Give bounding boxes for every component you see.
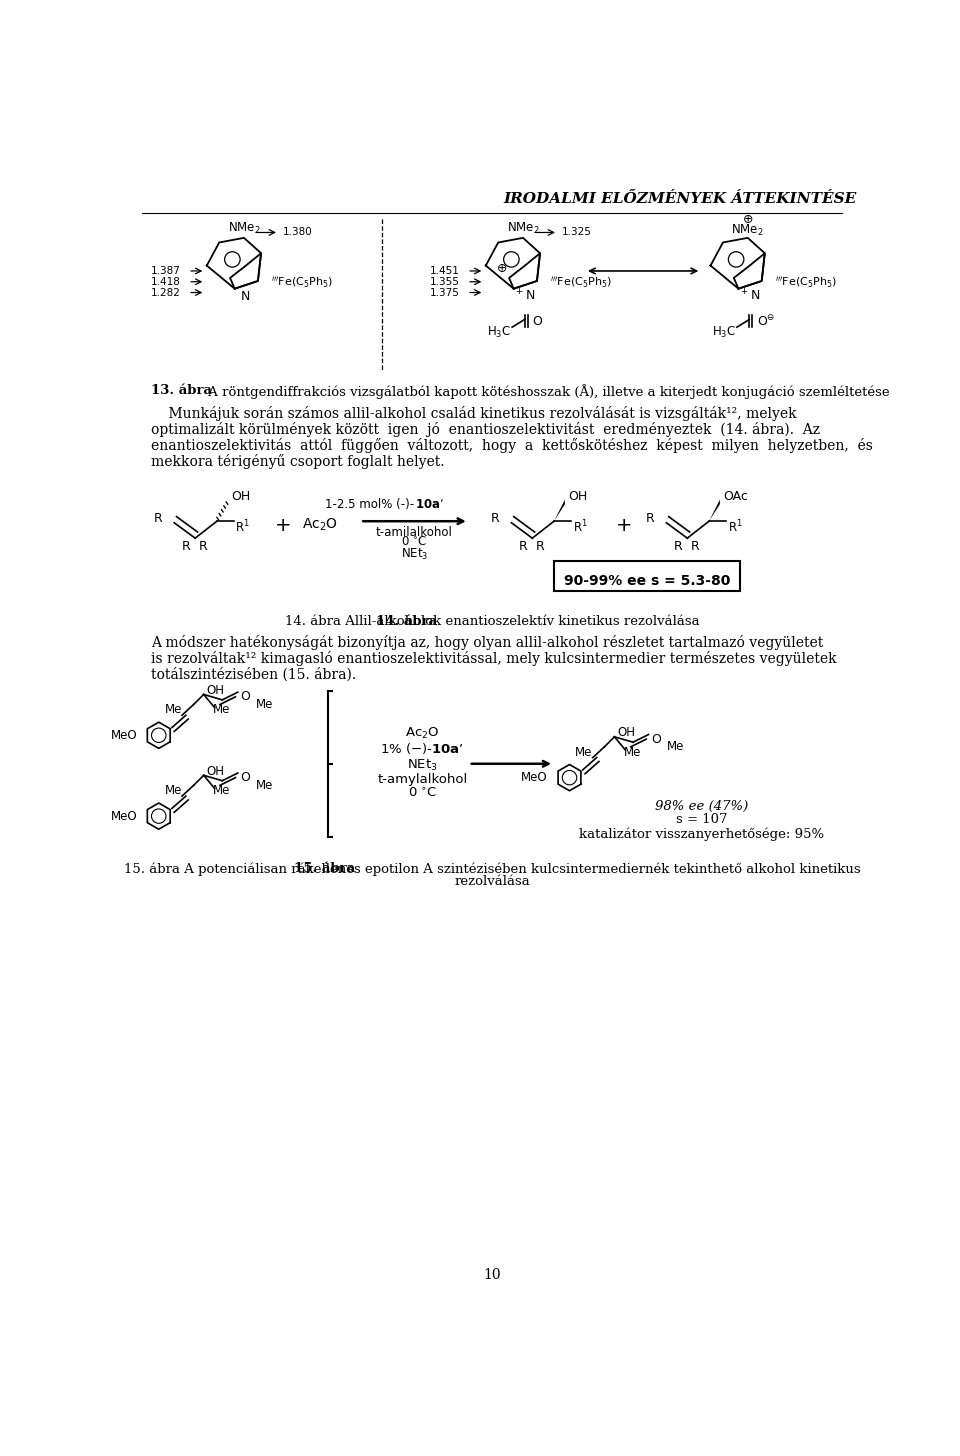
Text: O$^{\ominus}$: O$^{\ominus}$ xyxy=(757,313,776,329)
Text: rezolválása: rezolválása xyxy=(454,875,530,888)
Text: Munkájuk során számos allil-alkohol család kinetikus rezolválását is vizsgálták¹: Munkájuk során számos allil-alkohol csal… xyxy=(151,406,797,421)
Text: O: O xyxy=(651,732,660,745)
Text: N: N xyxy=(241,290,251,303)
Text: Me: Me xyxy=(213,703,230,716)
Text: $^+$N: $^+$N xyxy=(514,288,536,304)
Text: R: R xyxy=(518,540,527,553)
Text: MeO: MeO xyxy=(110,810,137,823)
Text: R$^1$: R$^1$ xyxy=(235,520,251,536)
Text: 15. ábra A potenciálisan rákellenes epotilon A szintézisében kulcsintermediernék: 15. ábra A potenciálisan rákellenes epot… xyxy=(124,862,860,877)
Text: +: + xyxy=(615,515,632,534)
Text: Me: Me xyxy=(164,785,182,798)
Text: 1.282: 1.282 xyxy=(151,287,180,297)
Text: OH: OH xyxy=(206,764,225,778)
Text: 13. ábra: 13. ábra xyxy=(151,384,212,397)
Text: 10: 10 xyxy=(483,1268,501,1281)
Text: 1.451: 1.451 xyxy=(430,266,460,277)
Text: 0 $^{\circ}$C: 0 $^{\circ}$C xyxy=(407,786,437,799)
Text: 90-99% ee s = 5.3-80: 90-99% ee s = 5.3-80 xyxy=(564,574,731,588)
Text: Ac$_2$O: Ac$_2$O xyxy=(405,725,440,741)
Text: MeO: MeO xyxy=(521,772,548,785)
Text: R: R xyxy=(536,540,544,553)
Text: Me: Me xyxy=(255,779,273,792)
Polygon shape xyxy=(709,499,720,521)
Text: R: R xyxy=(491,511,500,524)
Text: katalizátor visszanyerhetősége: 95%: katalizátor visszanyerhetősége: 95% xyxy=(579,827,824,840)
Text: IRODALMI ELŐZMÉNYEK ÁTTEKINTÉSE: IRODALMI ELŐZMÉNYEK ÁTTEKINTÉSE xyxy=(503,192,856,207)
Text: totálszintézisében (15. ábra).: totálszintézisében (15. ábra). xyxy=(151,667,356,681)
Text: R: R xyxy=(646,511,655,524)
Text: 1.325: 1.325 xyxy=(562,227,591,237)
Text: 1.418: 1.418 xyxy=(151,277,180,287)
Text: O: O xyxy=(532,314,542,328)
Text: Ac$_2$O: Ac$_2$O xyxy=(302,517,338,533)
Text: OH: OH xyxy=(568,491,588,504)
Text: $\oplus$: $\oplus$ xyxy=(742,213,754,226)
Text: R$^1$: R$^1$ xyxy=(728,520,742,536)
Text: MeO: MeO xyxy=(110,729,137,741)
Text: R$^1$: R$^1$ xyxy=(572,520,588,536)
Text: $\mathbf{10a}$’: $\mathbf{10a}$’ xyxy=(416,498,444,511)
Text: NMe$_2$: NMe$_2$ xyxy=(732,223,764,237)
Text: 1.375: 1.375 xyxy=(430,287,460,297)
Text: Me: Me xyxy=(666,740,684,753)
Text: NMe$_2$: NMe$_2$ xyxy=(507,221,540,236)
Text: $'''$Fe(C$_5$Ph$_5$): $'''$Fe(C$_5$Ph$_5$) xyxy=(271,275,333,290)
Text: H$_3$C: H$_3$C xyxy=(488,325,512,341)
Text: R: R xyxy=(154,511,162,524)
Text: 98% ee (47%): 98% ee (47%) xyxy=(655,799,748,812)
Text: 14. ábra: 14. ábra xyxy=(375,614,437,628)
Text: +: + xyxy=(275,515,291,534)
Text: Me: Me xyxy=(164,703,182,716)
Text: 1-2.5 mol% (-)-: 1-2.5 mol% (-)- xyxy=(325,498,415,511)
Text: 1.355: 1.355 xyxy=(430,277,460,287)
Text: 1% ($-$)-$\mathbf{10a}$’: 1% ($-$)-$\mathbf{10a}$’ xyxy=(380,741,464,756)
Text: t-amilalkohol: t-amilalkohol xyxy=(376,526,453,539)
Text: OH: OH xyxy=(206,684,225,697)
Text: H$_3$C: H$_3$C xyxy=(712,325,736,341)
Text: s = 107: s = 107 xyxy=(676,814,727,827)
Text: $\oplus$: $\oplus$ xyxy=(495,262,507,275)
Text: R: R xyxy=(181,540,190,553)
Text: A röntgendiffrakciós vizsgálatból kapott kötéshosszak (Å), illetve a kiterjedt k: A röntgendiffrakciós vizsgálatból kapott… xyxy=(204,384,889,399)
Text: 14. ábra Allil-alkoholok enantioszelektív kinetikus rezolválása: 14. ábra Allil-alkoholok enantioszelektí… xyxy=(285,614,699,628)
Text: NEt$_3$: NEt$_3$ xyxy=(400,547,428,562)
Text: O: O xyxy=(240,690,250,703)
Text: mekkora térigényű csoport foglalt helyet.: mekkora térigényű csoport foglalt helyet… xyxy=(151,454,444,469)
Text: R: R xyxy=(199,540,207,553)
Text: 15. ábra: 15. ábra xyxy=(295,862,355,875)
Bar xyxy=(554,561,740,591)
Text: 1.387: 1.387 xyxy=(151,266,180,277)
Polygon shape xyxy=(554,499,564,521)
Text: 0 $^{\circ}$C: 0 $^{\circ}$C xyxy=(401,536,428,549)
Text: Me: Me xyxy=(575,745,592,759)
Text: O: O xyxy=(240,772,250,785)
Text: Me: Me xyxy=(213,785,230,798)
Text: $'''$Fe(C$_5$Ph$_5$): $'''$Fe(C$_5$Ph$_5$) xyxy=(550,275,612,290)
Text: Me: Me xyxy=(624,745,641,759)
Text: t-amylalkohol: t-amylalkohol xyxy=(377,773,468,786)
Text: OH: OH xyxy=(617,727,636,740)
Text: OAc: OAc xyxy=(723,491,748,504)
Text: optimalizált körülmények között  igen  jó  enantioszelektivitást  eredményeztek : optimalizált körülmények között igen jó … xyxy=(151,422,820,437)
Text: NEt$_3$: NEt$_3$ xyxy=(407,757,438,773)
Text: R: R xyxy=(690,540,700,553)
Text: enantioszelektivitás  attól  függően  változott,  hogy  a  kettőskötéshez  képes: enantioszelektivitás attól függően válto… xyxy=(151,438,873,453)
Text: 1.380: 1.380 xyxy=(283,227,313,237)
Text: Me: Me xyxy=(255,697,273,711)
Text: R: R xyxy=(674,540,683,553)
Text: is rezolváltak¹² kimagasló enantioszelektivitással, mely kulcsintermedier termés: is rezolváltak¹² kimagasló enantioszelek… xyxy=(151,651,836,667)
Text: OH: OH xyxy=(230,491,250,504)
Text: $^+$N: $^+$N xyxy=(738,288,760,304)
Text: NMe$_2$: NMe$_2$ xyxy=(228,221,260,236)
Text: $'''$Fe(C$_5$Ph$_5$): $'''$Fe(C$_5$Ph$_5$) xyxy=(775,275,837,290)
Text: A módszer hatékonyságát bizonyítja az, hogy olyan allil-alkohol részletet tartal: A módszer hatékonyságát bizonyítja az, h… xyxy=(151,635,824,651)
